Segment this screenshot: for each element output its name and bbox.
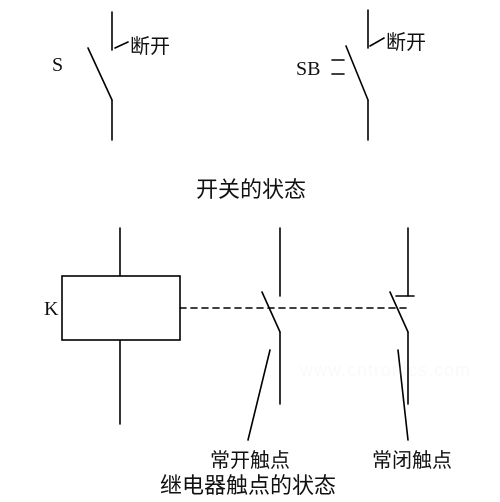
switch-sb-blade — [346, 46, 368, 100]
contact-nc-leader — [398, 350, 408, 440]
switch-sb-leader — [370, 38, 384, 46]
relay-coil-box — [62, 276, 180, 340]
switch-s-blade — [88, 48, 112, 100]
contact-nc-blade — [390, 292, 408, 332]
contact-no-leader — [248, 350, 270, 440]
contact-no-blade — [262, 292, 280, 332]
switch-s-leader — [115, 42, 128, 48]
